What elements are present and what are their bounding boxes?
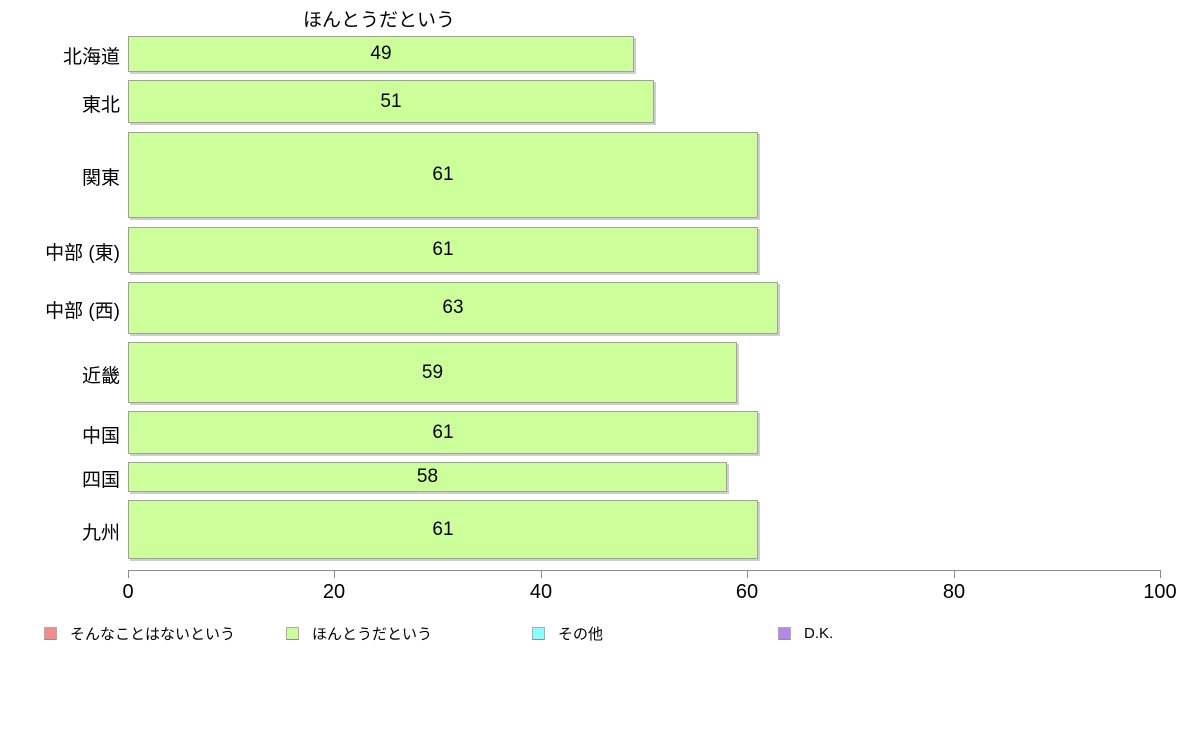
category-label: 東北 xyxy=(81,94,120,116)
category-label: 四国 xyxy=(81,470,120,491)
bar: 61 xyxy=(128,227,758,273)
bar: 61 xyxy=(128,411,758,454)
bar-value-label: 61 xyxy=(432,239,454,260)
bar: 49 xyxy=(128,36,634,72)
x-axis-tick-label: 60 xyxy=(735,581,759,603)
legend-label: そんなことはないという xyxy=(70,625,236,643)
legend-swatch xyxy=(286,626,299,640)
x-axis-line xyxy=(128,570,1160,571)
bar: 61 xyxy=(128,500,758,559)
category-label: 近畿 xyxy=(81,365,120,387)
legend-swatch xyxy=(532,626,545,640)
bar: 58 xyxy=(128,462,727,492)
legend-item: ほんとうだという xyxy=(286,624,433,643)
legend-label: ほんとうだという xyxy=(312,625,433,643)
category-label: 九州 xyxy=(81,522,120,544)
legend-label: その他 xyxy=(558,625,604,643)
x-axis-tick xyxy=(541,570,542,578)
bar-value-label: 63 xyxy=(442,297,464,318)
bar-value-label: 59 xyxy=(421,361,444,383)
bar-value-label: 51 xyxy=(380,90,402,112)
legend-swatch xyxy=(778,626,791,640)
legend-label: D.K. xyxy=(804,624,834,642)
x-axis-tick xyxy=(334,570,335,578)
bar: 63 xyxy=(128,282,778,334)
x-axis-tick xyxy=(954,570,955,578)
x-axis-tick-label: 40 xyxy=(529,581,553,603)
bar-value-label: 61 xyxy=(432,164,454,185)
bar-value-label: 61 xyxy=(432,421,454,443)
legend-item: そんなことはないという xyxy=(44,624,236,643)
bar-value-label: 61 xyxy=(432,518,454,540)
x-axis-tick xyxy=(747,570,748,578)
x-axis-tick-label: 100 xyxy=(1143,581,1177,603)
x-axis-tick-label: 0 xyxy=(122,581,134,603)
legend-swatch xyxy=(44,626,57,640)
category-label: 中国 xyxy=(81,425,120,447)
bar-value-label: 58 xyxy=(416,466,439,487)
category-label: 関東 xyxy=(81,168,120,189)
bar: 61 xyxy=(128,132,758,218)
bar: 51 xyxy=(128,80,654,123)
legend-item: D.K. xyxy=(778,624,833,642)
category-label: 中部 (東) xyxy=(45,243,120,264)
category-label: 北海道 xyxy=(62,47,120,68)
chart-title: ほんとうだという xyxy=(302,10,455,31)
legend-item: その他 xyxy=(532,624,604,643)
x-axis-tick xyxy=(128,570,129,578)
x-axis-tick-label: 80 xyxy=(942,581,966,603)
bar-value-label: 49 xyxy=(370,43,392,64)
category-label: 中部 (西) xyxy=(45,301,120,322)
bar: 59 xyxy=(128,342,737,403)
x-axis-tick xyxy=(1160,570,1161,578)
x-axis-tick-label: 20 xyxy=(322,581,346,603)
